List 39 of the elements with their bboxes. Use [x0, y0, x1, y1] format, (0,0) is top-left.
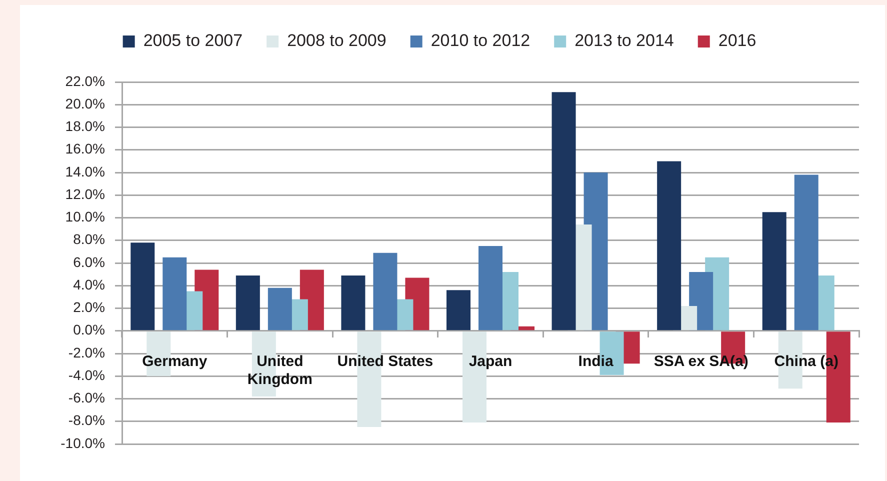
bar — [341, 275, 366, 330]
y-tick-label: 16.0% — [65, 140, 105, 157]
bar — [552, 92, 576, 330]
y-tick-label: -10.0% — [60, 434, 105, 451]
bar — [373, 252, 398, 330]
legend-label: 2016 — [718, 31, 756, 50]
legend-label: 2005 to 2007 — [143, 31, 243, 50]
y-tick-label: 20.0% — [65, 95, 105, 112]
y-tick-label: -2.0% — [68, 344, 105, 360]
y-tick-label: 8.0% — [73, 231, 105, 248]
x-tick-label: India — [578, 353, 614, 370]
x-tick-label: Germany — [142, 353, 208, 370]
bar — [478, 246, 503, 330]
y-tick-label: 12.0% — [65, 186, 105, 202]
bar — [268, 288, 292, 330]
y-tick-label: 14.0% — [65, 163, 105, 180]
bar — [794, 174, 818, 330]
y-tick-label: 18.0% — [65, 118, 105, 134]
bar — [162, 257, 187, 330]
y-tick-label: 22.0% — [65, 72, 105, 89]
y-tick-label: 0.0% — [73, 322, 105, 338]
y-tick-label: -4.0% — [68, 366, 105, 383]
bar — [762, 212, 786, 330]
x-tick-label: Japan — [468, 353, 512, 370]
y-tick-label: 2.0% — [73, 299, 105, 316]
bar — [657, 161, 682, 330]
x-tick-label: United Kingdom — [247, 353, 312, 388]
legend-label: 2008 to 2009 — [287, 31, 386, 50]
y-tick-label: -8.0% — [68, 412, 105, 428]
bar — [446, 290, 470, 330]
legend-label: 2013 to 2014 — [574, 31, 674, 50]
bar — [130, 242, 155, 330]
x-tick-label: United States — [337, 353, 434, 370]
bar — [236, 275, 260, 330]
y-tick-label: -6.0% — [68, 390, 105, 406]
legend-label: 2010 to 2012 — [430, 31, 530, 50]
y-tick-label: 6.0% — [73, 254, 105, 270]
y-tick-label: 4.0% — [73, 276, 105, 292]
y-tick-label: 10.0% — [65, 208, 105, 225]
